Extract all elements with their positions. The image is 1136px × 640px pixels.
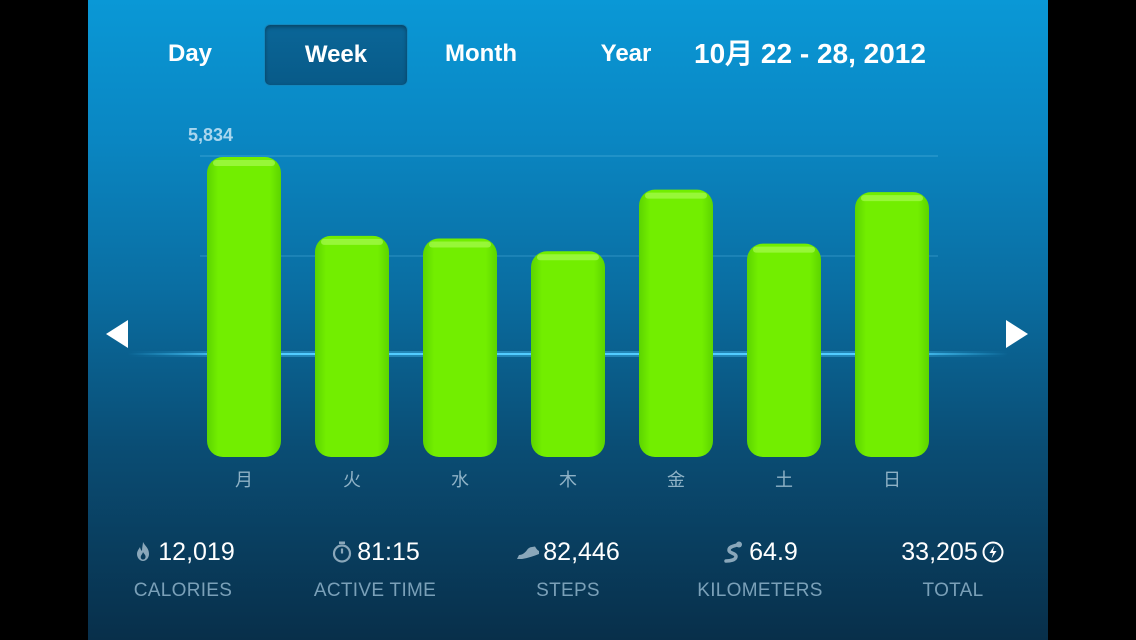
stat-total: 33,205 TOTAL [858, 534, 1048, 602]
x-label: 火 [343, 470, 361, 491]
chart-svg: 5,834 月 火 水 木 金 土 日 [128, 125, 1008, 491]
kilometers-value: 64.9 [749, 538, 798, 566]
bar[interactable] [747, 243, 821, 457]
route-icon [724, 541, 743, 563]
tab-month[interactable]: Month [445, 40, 517, 67]
bar[interactable] [423, 238, 497, 457]
stat-kilometers: 64.9 KILOMETERS [665, 534, 855, 602]
bar[interactable] [207, 157, 281, 457]
tab-year[interactable]: Year [600, 40, 652, 67]
next-week-arrow-icon[interactable] [1002, 318, 1032, 350]
flame-icon [137, 542, 150, 561]
calories-label: CALORIES [133, 580, 233, 601]
stat-steps: 82,446 STEPS [473, 534, 663, 602]
x-label: 金 [667, 470, 685, 491]
bar-highlight [213, 160, 275, 166]
bar[interactable] [315, 235, 389, 457]
nikefuel-icon [982, 541, 1004, 563]
activity-screen: Day Week Month Year 10月 22 - 28, 2012 [88, 0, 1048, 640]
stat-calories: 12,019 CALORIES [88, 534, 278, 602]
stopwatch-icon [333, 541, 352, 563]
bars-group [207, 157, 929, 457]
bar-highlight [753, 246, 815, 253]
steps-value: 82,446 [543, 538, 620, 566]
bar-highlight [861, 195, 923, 202]
x-labels-group: 月火水木金土日 [235, 470, 901, 491]
shoe-icon [517, 546, 540, 559]
bar-highlight [645, 192, 707, 199]
date-range-title: 10月 22 - 28, 2012 [694, 38, 926, 69]
active-time-label: ACTIVE TIME [313, 580, 437, 601]
bar-highlight [537, 254, 599, 261]
x-label: 土 [775, 470, 793, 491]
tab-week[interactable]: Week [264, 24, 408, 86]
x-label: 月 [235, 470, 253, 491]
bar[interactable] [855, 192, 929, 457]
max-value-label: 5,834 [188, 125, 233, 145]
active-time-value: 81:15 [357, 538, 420, 566]
calories-value: 12,019 [158, 538, 235, 566]
tab-day[interactable]: Day [167, 40, 213, 67]
x-label: 水 [451, 470, 469, 491]
x-label: 木 [559, 470, 577, 491]
stat-active-time: 81:15 ACTIVE TIME [280, 534, 470, 602]
kilometers-label: KILOMETERS [697, 580, 823, 601]
bar[interactable] [639, 189, 713, 457]
weekly-bar-chart: 5,834 月 火 水 木 金 土 日 [88, 100, 1048, 510]
steps-label: STEPS [536, 580, 600, 601]
x-label: 日 [883, 470, 901, 491]
total-label: TOTAL [922, 580, 984, 601]
total-value: 33,205 [901, 538, 978, 566]
prev-week-arrow-icon[interactable] [102, 318, 132, 350]
bar[interactable] [531, 251, 605, 457]
bar-highlight [429, 241, 491, 248]
bar-highlight [321, 238, 383, 245]
